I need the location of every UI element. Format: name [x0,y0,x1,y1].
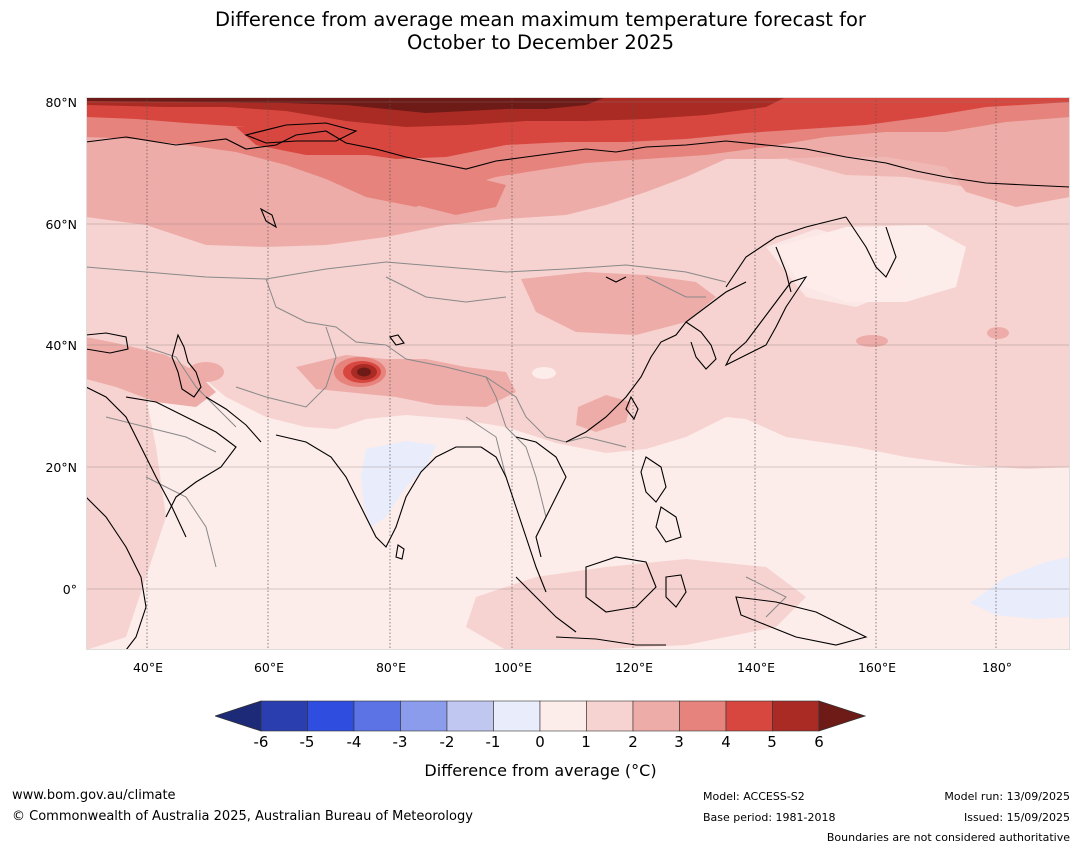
colorbar-cell [493,700,541,732]
warm-patch-japan-east [987,327,1009,339]
colorbar [215,700,867,732]
anomaly-1-2-region-seasia [466,559,806,650]
lat-label-20n: 20°N [45,460,77,475]
lat-label-60n: 60°N [45,217,77,232]
lon-label-100e: 100°E [493,660,532,675]
lon-label-160e: 160°E [857,660,896,675]
lon-label-140e: 140°E [736,660,775,675]
colorbar-tick-minus5: -5 [299,733,315,751]
lon-label-180: 180° [981,660,1013,675]
colorbar-cell [586,700,634,732]
anomaly-2-3-region-eastchina [576,395,631,432]
website-link[interactable]: www.bom.gov.au/climate [12,788,176,803]
colorbar-cell [446,700,494,732]
base-period-text: Base period: 1981-2018 [703,811,836,824]
colorbar-tick-minus4: -4 [346,733,362,751]
colorbar-cell [353,700,401,732]
forecast-map [86,97,1070,650]
issued-text: Issued: 15/09/2025 [963,811,1070,824]
lon-label-120e: 120°E [614,660,653,675]
colorbar-tick-5: 5 [767,733,777,751]
colorbar-tick-4: 4 [721,733,731,751]
disclaimer-text: Boundaries are not considered authoritat… [826,831,1070,844]
lat-label-40n: 40°N [45,338,77,353]
model-run-text: Model run: 13/09/2025 [944,790,1070,803]
lat-label-0: 0° [62,582,77,597]
anomaly-4-5-region-barents [236,125,396,155]
latitude-gridlines [86,101,1070,590]
colorbar-tick-minus3: -3 [392,733,408,751]
map-frame [86,97,1070,650]
colorbar-tick-2: 2 [628,733,638,751]
lon-label-60e: 60°E [253,660,285,675]
colorbar-label: Difference from average (°C) [424,761,657,780]
colorbar-cell [679,700,727,732]
model-text: Model: ACCESS-S2 [703,790,805,803]
lon-label-40e: 40°E [132,660,164,675]
colorbar-cell [260,700,308,732]
colorbar-extend-low [215,700,262,732]
colorbar-tick-1: 1 [581,733,591,751]
cool-patch-china [532,367,556,379]
hotspot-core [357,367,371,377]
colorbar-tick-3: 3 [674,733,684,751]
cool-patch-india [361,441,436,527]
warm-patch-yellowsea [856,335,888,347]
colorbar-cell [307,700,355,732]
title-line-2: October to December 2025 [407,31,674,54]
anomaly-0-1-patch-korea [766,229,906,307]
title-line-1: Difference from average mean maximum tem… [215,8,866,31]
longitude-gridlines [146,97,997,650]
anomaly-3-4-region-ural [406,175,506,215]
colorbar-cell [725,700,773,732]
colorbar-cell [400,700,448,732]
colorbar-cell [632,700,680,732]
colorbar-cell [539,700,587,732]
colorbar-cell [772,700,820,732]
anomaly-6-plus-region-arctic [86,97,606,113]
chart-title: Difference from average mean maximum tem… [0,8,1081,54]
warm-patch-india [188,362,224,382]
cool-patch-pacific [970,557,1070,619]
lat-label-80n: 80°N [45,95,77,110]
colorbar-tick-0: 0 [535,733,545,751]
colorbar-tick-minus2: -2 [439,733,455,751]
colorbar-tick-6: 6 [814,733,824,751]
colorbar-tick-minus1: -1 [485,733,501,751]
copyright-text: © Commonwealth of Australia 2025, Austra… [12,809,473,824]
lon-label-80e: 80°E [375,660,407,675]
coastlines [86,122,1070,650]
colorbar-extend-high [818,700,867,732]
colorbar-tick-minus6: -6 [253,733,269,751]
anomaly-1-2-region-west [86,343,166,650]
